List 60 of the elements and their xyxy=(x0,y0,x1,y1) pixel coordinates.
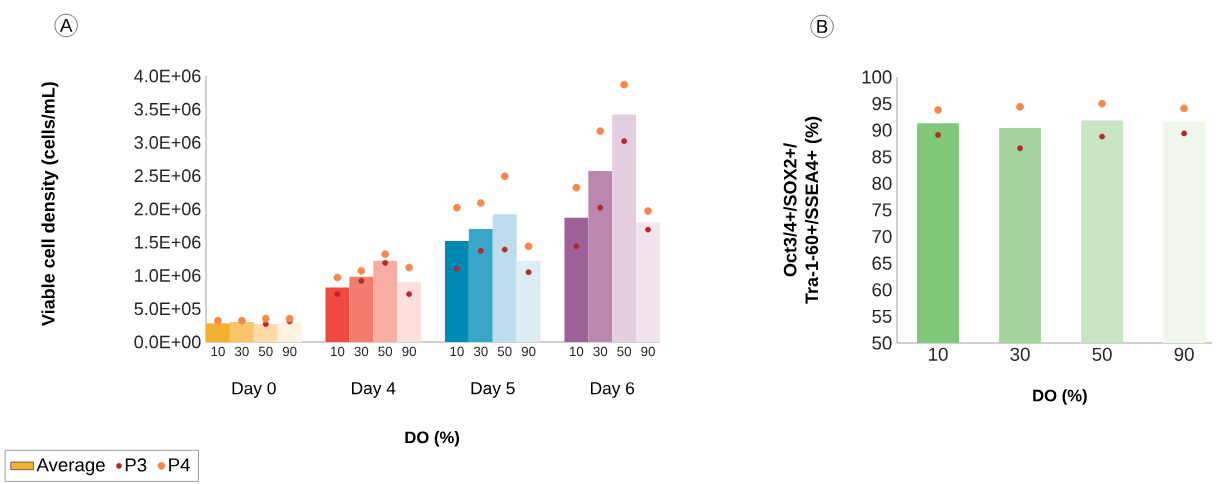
x-tick-label: 90 xyxy=(641,346,655,357)
x-tick-label: 30 xyxy=(593,346,608,357)
x-tick-label: 10 xyxy=(450,346,464,357)
x-tick-label: 30 xyxy=(234,346,249,357)
point xyxy=(935,132,941,138)
y-tick-label: 55 xyxy=(872,309,892,323)
point xyxy=(1099,133,1106,140)
y-tick-label: 1.5E+06 xyxy=(135,235,201,249)
text: Day 0 xyxy=(232,382,276,398)
point xyxy=(1181,130,1188,137)
x-tick-label: 90 xyxy=(402,346,417,357)
x-tick-label: 50 xyxy=(378,346,393,357)
chart-title: A xyxy=(60,19,73,32)
text: Day 5 xyxy=(471,382,515,398)
x-tick-label: 10 xyxy=(211,346,225,357)
x-tick-label: 50 xyxy=(617,346,632,357)
y-tick-label: 0.0E+00 xyxy=(134,335,201,349)
x-axis-title: DO (%) xyxy=(1033,389,1087,405)
x-tick-label: 90 xyxy=(282,346,297,357)
y-tick-label: 3.0E+06 xyxy=(134,136,201,149)
point xyxy=(1017,145,1023,152)
x-tick-label: 10 xyxy=(929,347,948,361)
y-tick-label: 80 xyxy=(872,176,892,191)
x-tick-label: 30 xyxy=(473,346,488,357)
text: Day 6 xyxy=(591,382,635,398)
y-tick-label: 1.0E+06 xyxy=(135,269,201,282)
x-tick-label: 90 xyxy=(1174,347,1194,361)
y-tick-label: 70 xyxy=(872,229,892,244)
y-tick-label: 5.0E+05 xyxy=(134,302,201,316)
point xyxy=(1180,104,1188,113)
legend-label: Average xyxy=(36,458,105,476)
y-tick-label: 3.5E+06 xyxy=(134,102,201,116)
text: Day 4 xyxy=(352,382,396,398)
point xyxy=(934,106,942,114)
x-tick-label: 50 xyxy=(1092,347,1112,361)
y-tick-label: 65 xyxy=(872,256,892,270)
y-tick-label: 60 xyxy=(872,283,892,297)
y-tick-label: 2.0E+06 xyxy=(134,202,201,216)
x-tick-label: 10 xyxy=(331,346,345,357)
y-tick-label: 4.0E+06 xyxy=(134,69,201,83)
y-tick-label: 95 xyxy=(872,96,892,111)
x-axis-title: DO (%) xyxy=(405,431,460,447)
y-tick-label: 75 xyxy=(872,203,892,217)
point xyxy=(1016,102,1024,111)
x-tick-label: 90 xyxy=(521,346,536,357)
x-tick-label: 10 xyxy=(569,346,584,357)
y-axis-title: Oct3/4+/SOX2+/Tra-1-60+/SSEA4+ (%) xyxy=(783,116,822,304)
x-tick-label: 50 xyxy=(258,346,273,357)
x-tick-label: 30 xyxy=(354,346,369,357)
chart-title: B xyxy=(817,20,828,33)
x-tick-label: 30 xyxy=(1010,347,1030,361)
y-tick-label: 90 xyxy=(872,123,892,137)
legend-label: P4 xyxy=(169,458,190,472)
y-tick-label: 100 xyxy=(862,70,892,84)
point xyxy=(1098,99,1106,108)
y-tick-label: 85 xyxy=(872,150,892,164)
y-axis-title: Viable cell density (cells/mL) xyxy=(41,82,59,326)
y-tick-label: 2.5E+06 xyxy=(134,169,201,183)
legend-label: P3 xyxy=(125,458,147,472)
x-tick-label: 50 xyxy=(497,346,512,357)
